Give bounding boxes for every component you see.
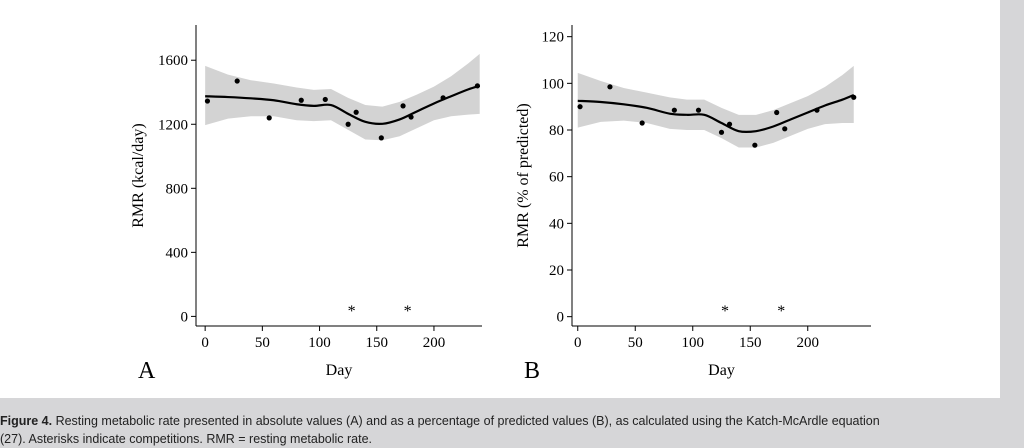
figure-caption: Figure 4. Resting metabolic rate present… xyxy=(0,412,1024,448)
panel-b-confidence-band xyxy=(577,65,854,148)
panel-b-y-tick-label: 80 xyxy=(549,123,564,139)
panel-a-y-tick-label: 400 xyxy=(166,245,189,261)
panel-a-data-point xyxy=(345,121,351,127)
panel-b-data-point xyxy=(814,107,820,113)
panel-b-data-point xyxy=(752,142,758,148)
panel-b-data-point xyxy=(577,104,583,110)
panel-a-data-point xyxy=(234,78,240,84)
panel-a-x-tick-label: 150 xyxy=(366,335,389,351)
panel-b-y-tick-label: 0 xyxy=(557,310,565,326)
panel-a-data-point xyxy=(266,115,272,121)
panel-b-x-tick-label: 150 xyxy=(739,335,762,351)
panel-a-y-tick-label: 1200 xyxy=(158,117,188,133)
panel-a-label: A xyxy=(138,358,156,384)
panel-b-x-tick-label: 200 xyxy=(797,335,820,351)
panel-b-x-axis-title: Day xyxy=(708,362,735,379)
panel-b-data-point xyxy=(782,126,788,132)
panel-a-data-point xyxy=(322,96,328,103)
panel-a-competition-marker: * xyxy=(348,303,356,320)
panel-b-y-tick-label: 40 xyxy=(549,216,564,232)
panel-a-data-point xyxy=(440,95,446,101)
panel-b-x-tick-label: 50 xyxy=(628,335,643,351)
panel-a-x-tick-label: 0 xyxy=(201,335,209,351)
panel-b-data-point xyxy=(639,120,645,126)
panel-a-data-point xyxy=(204,98,211,104)
panel-a-data-point xyxy=(408,114,414,120)
panel-a-x-tick-label: 200 xyxy=(423,335,446,351)
panel-b-data-point xyxy=(774,109,780,116)
panel-a-y-axis-title: RMR (kcal/day) xyxy=(130,123,147,227)
panel-b-y-tick-label: 60 xyxy=(549,170,564,186)
panel-a-data-point xyxy=(474,83,481,89)
panel-b-data-point xyxy=(671,107,677,113)
panel-a-x-tick-label: 50 xyxy=(255,335,270,351)
panel-b-data-point xyxy=(851,94,857,100)
panel-a-y-tick-label: 800 xyxy=(166,181,189,197)
panel-b-data-point xyxy=(726,121,733,127)
panel-b-y-tick-label: 120 xyxy=(542,30,565,46)
caption-line-2: (27). Asterisks indicate competitions. R… xyxy=(0,432,373,446)
panel-a-data-point xyxy=(400,103,406,109)
panel-b-label: B xyxy=(524,358,540,384)
panel-a-x-tick-label: 100 xyxy=(308,335,331,351)
panel-b-y-tick-label: 20 xyxy=(549,263,564,279)
panel-b-data-point xyxy=(607,84,613,90)
panel-a-x-axis-title: Day xyxy=(326,362,353,379)
panel-a-chart: * * 0 400 800 1200 1600 0 50 100 150 200 Day RMR (kca… xyxy=(130,25,482,384)
panel-a-data-point xyxy=(298,97,304,103)
caption-label: Figure 4. xyxy=(0,414,53,428)
panel-b-y-tick-label: 100 xyxy=(542,76,565,92)
panel-a-y-tick-label: 1600 xyxy=(158,53,188,69)
panel-b-data-point xyxy=(718,129,725,135)
panel-b-x-tick-label: 0 xyxy=(574,335,582,351)
panel-a-y-tick-label: 0 xyxy=(181,309,189,325)
panel-a-competition-marker: * xyxy=(404,303,412,320)
panel-b-competition-marker: * xyxy=(777,303,785,320)
panel-b-x-tick-label: 100 xyxy=(682,335,705,351)
panel-b-competition-marker: * xyxy=(721,303,729,320)
panel-b-chart: * * 0 20 40 60 80 100 120 0 50 100 150 200 Day RMR (% o… xyxy=(515,25,871,384)
figure-panel xyxy=(0,0,1000,398)
panel-b-y-axis-title: RMR (% of predicted) xyxy=(515,103,532,247)
panel-a-data-point xyxy=(353,109,359,115)
caption-line-1: Resting metabolic rate presented in abso… xyxy=(55,414,880,428)
panel-a-data-point xyxy=(378,135,384,141)
panel-b-data-point xyxy=(695,107,702,113)
